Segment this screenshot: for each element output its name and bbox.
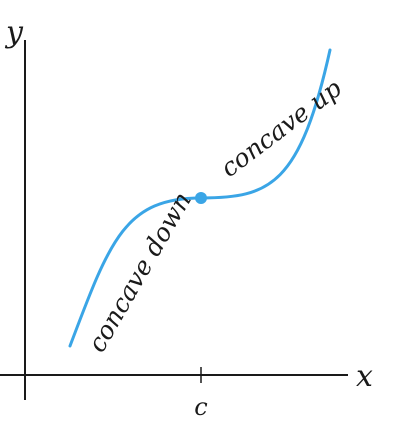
y-axis-label: y xyxy=(4,15,24,50)
x-axis-label: x xyxy=(356,359,373,394)
concave-up-label: concave up xyxy=(215,74,347,183)
inflection-point xyxy=(195,192,207,204)
tick-label-c: c xyxy=(194,393,207,421)
